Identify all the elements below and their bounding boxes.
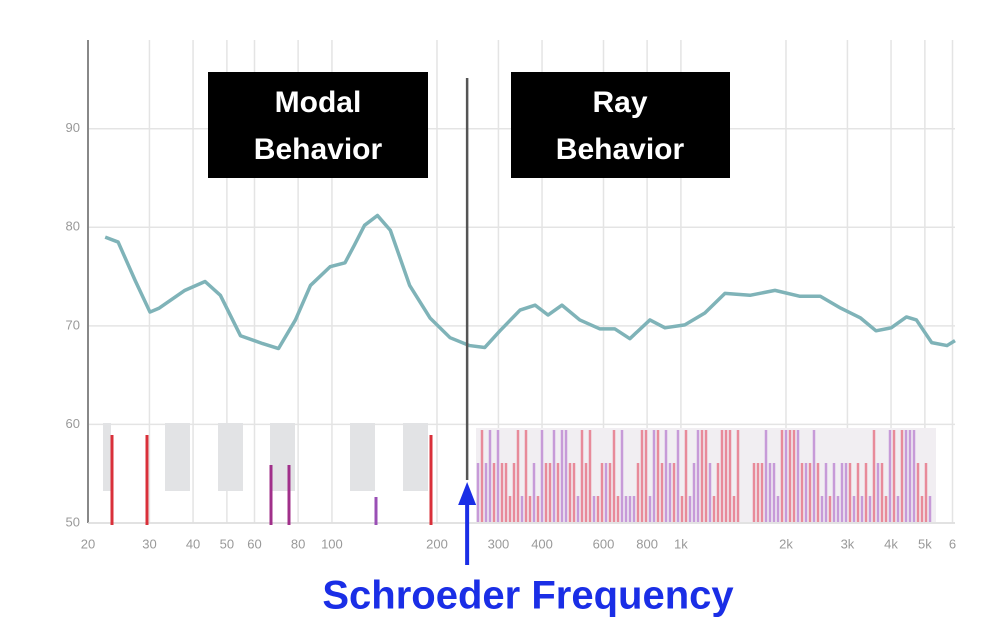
series-line [104, 213, 956, 351]
annotation-box [208, 72, 428, 178]
mode-band [270, 423, 295, 491]
x-tick-label: 2k [779, 536, 793, 551]
x-tick-label: 3k [841, 536, 855, 551]
annotation-label: Schroeder Frequency [322, 574, 734, 618]
mode-band [165, 423, 190, 491]
y-tick-label: 80 [66, 219, 80, 234]
x-tick-label: 6 [949, 536, 956, 551]
x-tick-label: 60 [247, 536, 261, 551]
x-tick-label: 30 [142, 536, 156, 551]
x-tick-label: 1k [674, 536, 688, 551]
annotation-box [511, 72, 730, 178]
x-tick-label: 300 [488, 536, 510, 551]
mode-forest [476, 430, 932, 522]
annotation-text: Ray [592, 86, 647, 119]
arrow-head [458, 482, 477, 505]
y-tick-label: 50 [66, 514, 80, 529]
y-tick-label: 90 [66, 120, 80, 135]
x-tick-label: 20 [81, 536, 95, 551]
annotation-text: Behavior [556, 133, 685, 166]
annotation-text: Behavior [254, 133, 383, 166]
x-tick-label: 50 [220, 536, 234, 551]
mode-band [350, 423, 375, 491]
mode-band [403, 423, 428, 491]
x-tick-label: 5k [918, 536, 932, 551]
y-tick-label: 60 [66, 416, 80, 431]
x-tick-label: 40 [186, 536, 200, 551]
x-tick-label: 600 [593, 536, 615, 551]
x-tick-label: 400 [531, 536, 553, 551]
x-tick-label: 800 [636, 536, 658, 551]
mode-band [103, 423, 111, 491]
x-tick-label: 4k [884, 536, 898, 551]
annotation-text: Modal [275, 86, 362, 119]
x-tick-label: 100 [321, 536, 343, 551]
x-tick-label: 80 [291, 536, 305, 551]
y-tick-label: 70 [66, 317, 80, 332]
x-tick-label: 200 [426, 536, 448, 551]
mode-band [218, 423, 243, 491]
